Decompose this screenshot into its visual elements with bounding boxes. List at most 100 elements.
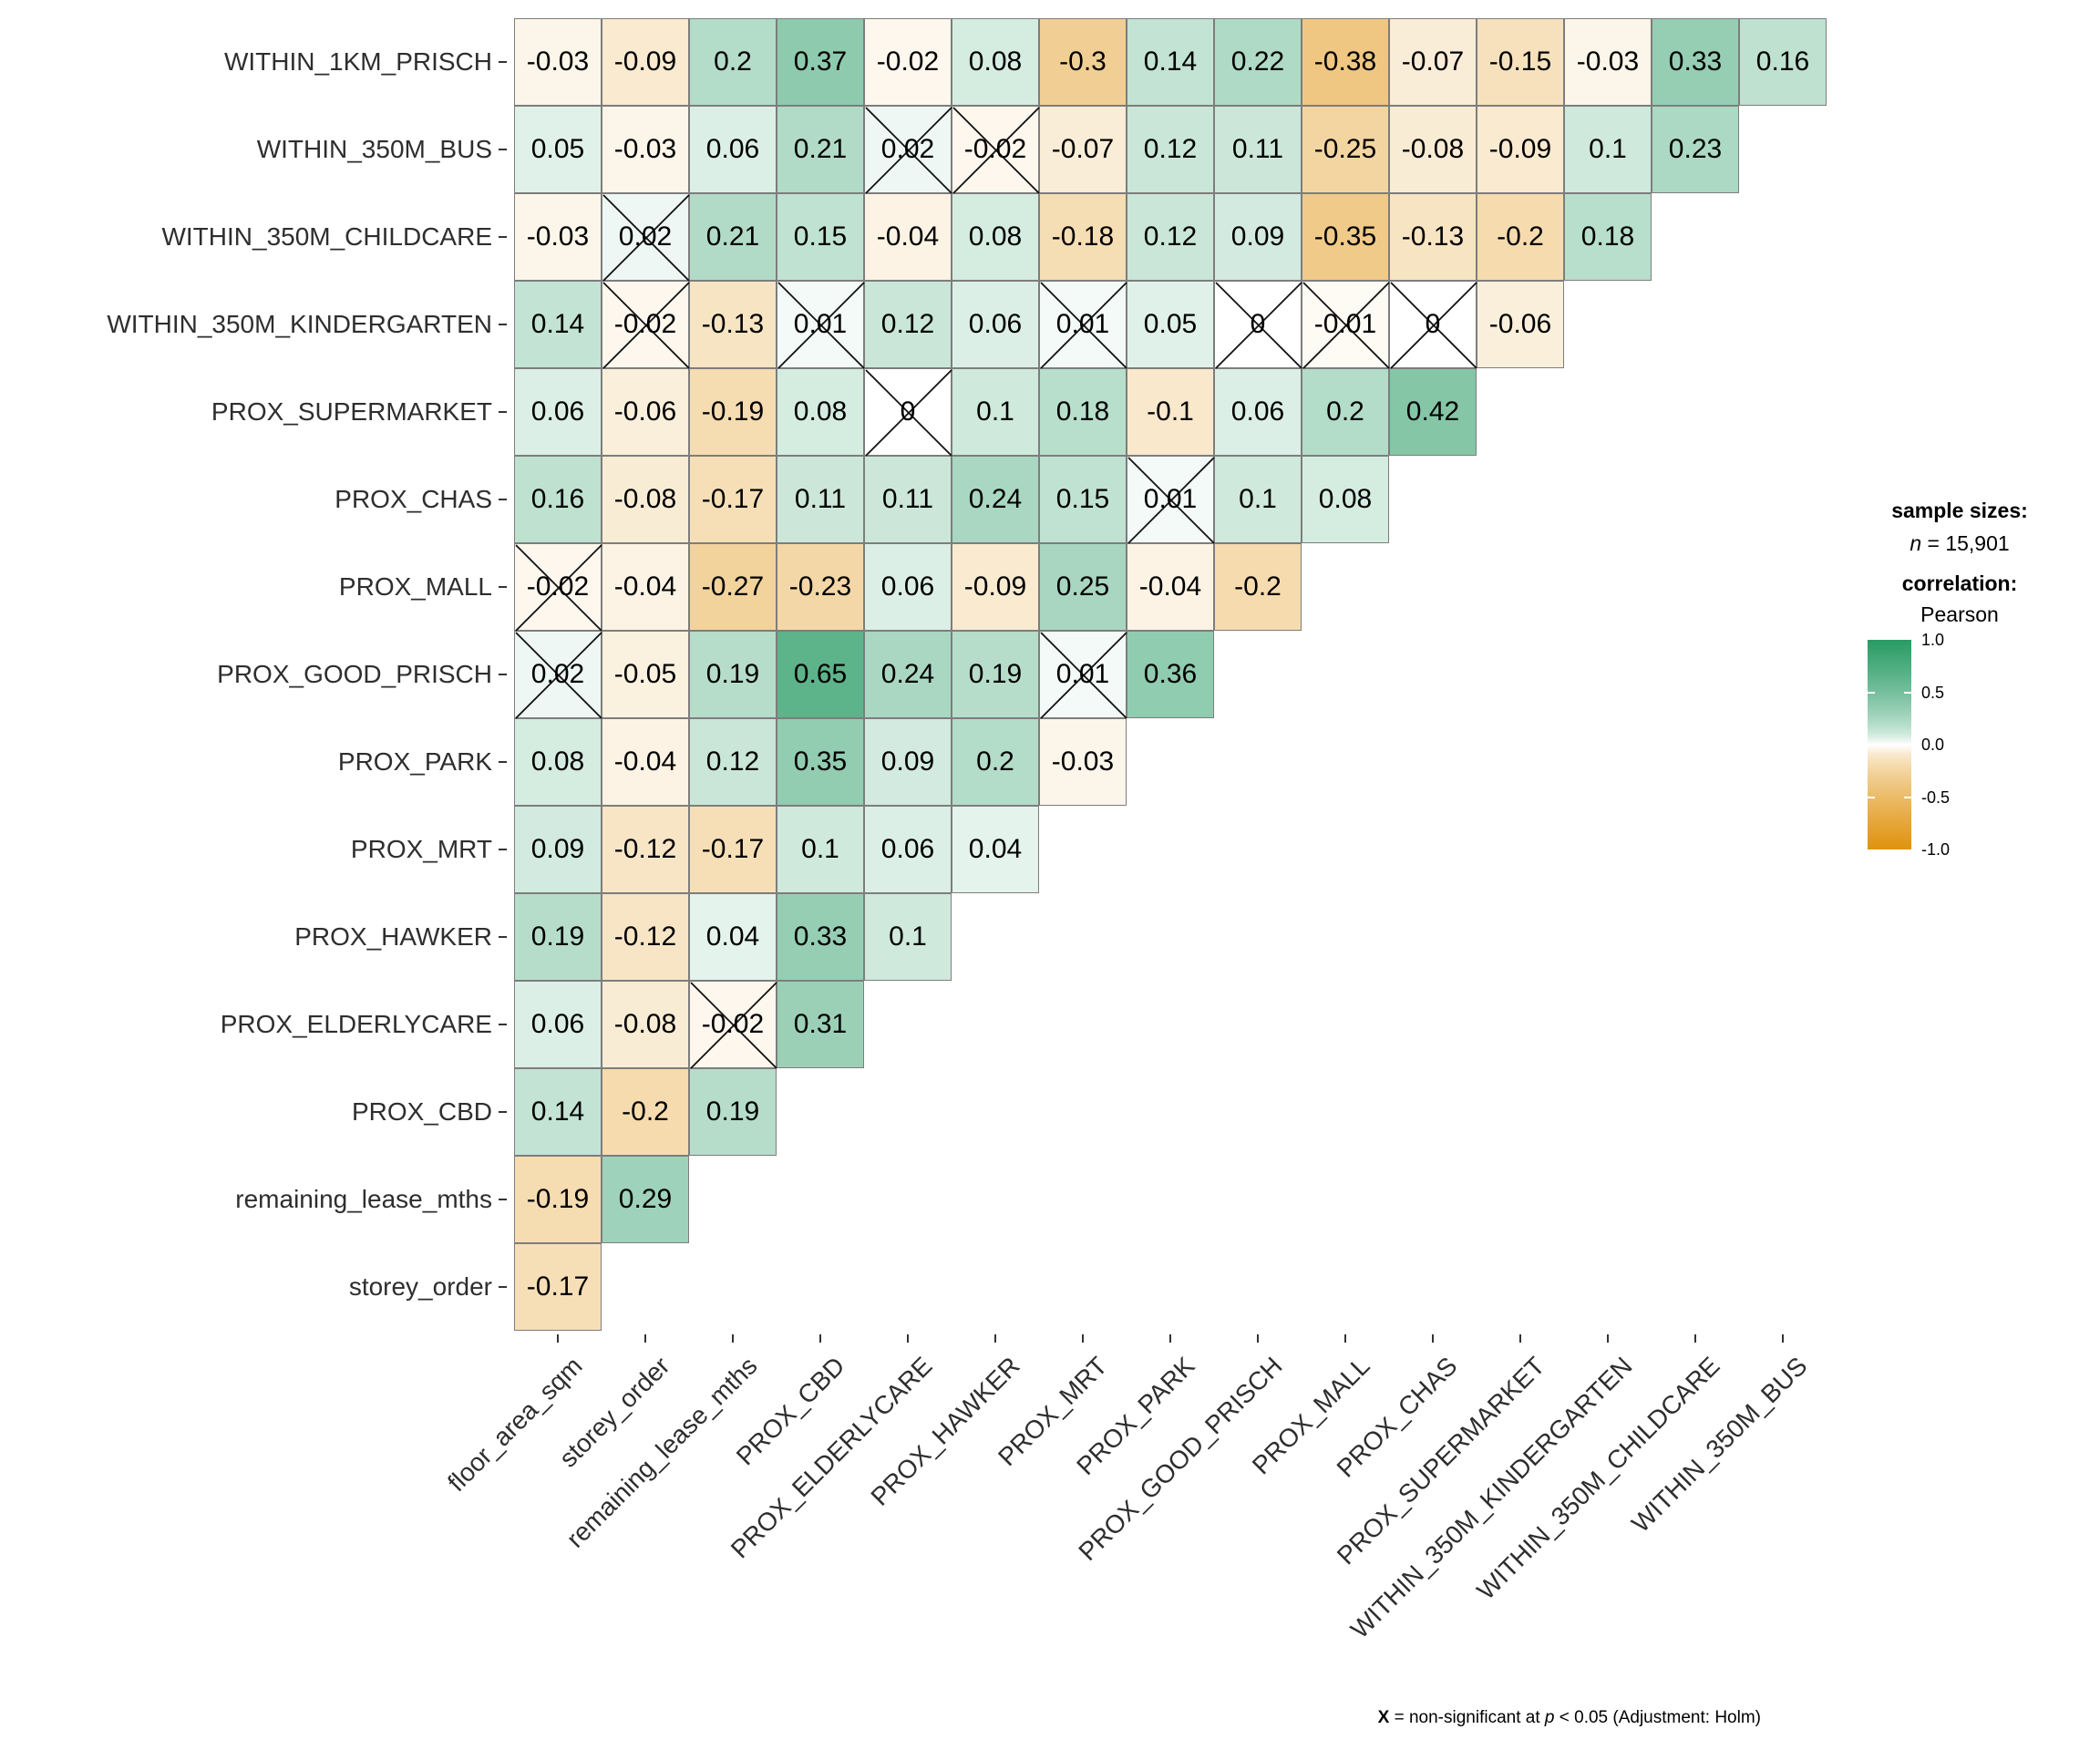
non-significant-x-icon [865, 107, 952, 194]
heatmap-cell: 0.18 [1564, 193, 1652, 281]
heatmap-cell: 0.01 [1127, 456, 1215, 544]
heatmap-cell: -0.23 [777, 543, 864, 631]
x-tick-mark [1344, 1334, 1346, 1343]
heatmap-cell: -0.02 [952, 106, 1040, 194]
cell-value: -0.08 [613, 484, 677, 514]
caption: X = non-significant at p < 0.05 (Adjustm… [1378, 1708, 1761, 1728]
cell-value: -0.15 [1488, 46, 1552, 77]
y-axis-label: PROX_CBD [351, 1097, 492, 1126]
colorbar-notch [1868, 691, 1875, 694]
heatmap-cell: 0.15 [777, 193, 864, 281]
legend: sample sizes: n = 15,901 correlation: Pe… [1841, 497, 2078, 898]
heatmap-cell: -0.08 [602, 981, 689, 1068]
y-tick-mark [499, 586, 507, 588]
heatmap-cell: 0.24 [952, 456, 1039, 543]
cell-value: 0.11 [1231, 134, 1284, 164]
cell-value: 0.08 [1318, 484, 1373, 514]
cell-value: 0.1 [1239, 484, 1277, 514]
cell-value: 0.31 [793, 1009, 848, 1039]
heatmap-cell: -0.2 [602, 1068, 689, 1156]
colorbar-tick-label: -0.5 [1921, 788, 1951, 807]
heatmap-cell: 0.18 [1039, 368, 1127, 456]
cell-value: -0.03 [1051, 746, 1115, 777]
x-tick-mark [994, 1334, 996, 1343]
heatmap-cell: -0.1 [1127, 368, 1214, 456]
heatmap-cell: -0.38 [1302, 18, 1389, 106]
heatmap-cell: 0.1 [864, 893, 952, 981]
cell-value: 0.25 [1055, 571, 1110, 602]
heatmap-cell: 0.09 [1214, 193, 1302, 281]
cell-value: -0.03 [526, 46, 590, 77]
heatmap-cell: 0.1 [1564, 106, 1652, 193]
colorbar-notch [1904, 691, 1911, 694]
heatmap-cell: -0.08 [1389, 106, 1477, 193]
heatmap-cell: 0.36 [1127, 631, 1214, 718]
heatmap-cell: -0.04 [602, 543, 689, 631]
heatmap-cell: 0 [1214, 281, 1302, 369]
y-tick-mark [499, 324, 507, 325]
heatmap-cell: 0.22 [1214, 18, 1302, 106]
x-tick-mark [1257, 1334, 1259, 1343]
heatmap-cell: 0.37 [777, 18, 864, 106]
caption-x-symbol: X [1377, 1708, 1390, 1727]
cell-value: 0 [1425, 309, 1441, 339]
y-axis-label: WITHIN_350M_KINDERGARTEN [107, 310, 492, 338]
heatmap-cell: 0.11 [777, 456, 864, 543]
heatmap-cell: 0.01 [777, 281, 865, 369]
y-axis-label: PROX_HAWKER [294, 922, 492, 951]
cell-value: -0.25 [1313, 134, 1377, 164]
heatmap-cell: 0.08 [952, 18, 1039, 106]
heatmap-cell: 0.24 [864, 631, 952, 718]
cell-value: 0.36 [1143, 659, 1198, 689]
y-tick-mark [499, 1199, 507, 1200]
legend-n-line: n = 15,901 [1841, 531, 2078, 556]
y-axis-label: PROX_GOOD_PRISCH [217, 660, 492, 688]
heatmap-cell: 0.06 [1214, 368, 1302, 456]
heatmap-cell: 0.16 [1739, 18, 1827, 106]
heatmap-cell: 0.02 [864, 106, 952, 194]
heatmap-cell: 0.06 [864, 543, 952, 631]
heatmap-cell: 0.21 [777, 106, 864, 193]
cell-value: -0.12 [613, 921, 677, 952]
cell-value: 0.08 [968, 46, 1023, 77]
cell-value: -0.19 [526, 1184, 590, 1214]
cell-value: 0.08 [793, 396, 848, 427]
heatmap-cell: -0.2 [1214, 543, 1302, 631]
heatmap-cell: -0.17 [689, 806, 777, 893]
non-significant-x-icon [602, 282, 690, 369]
cell-value: 0 [1250, 309, 1266, 339]
cell-value: -0.02 [963, 134, 1027, 164]
heatmap-cell: 0.04 [689, 893, 777, 981]
heatmap-cell: -0.06 [602, 368, 689, 456]
caption-text-mid: = non-significant at [1389, 1708, 1545, 1727]
cell-value: 0.06 [1230, 396, 1285, 427]
cell-value: 0.05 [1143, 309, 1198, 339]
cell-value: 0.06 [530, 396, 585, 427]
cell-value: 0.1 [976, 396, 1014, 427]
cell-value: -0.09 [613, 46, 677, 77]
cell-value: 0.06 [880, 834, 935, 864]
cell-value: 0.2 [714, 46, 752, 77]
x-tick-mark [732, 1334, 734, 1343]
cell-value: 0.1 [801, 834, 839, 864]
heatmap-cell: -0.04 [864, 193, 952, 281]
colorbar-notch [1904, 744, 1911, 746]
non-significant-x-icon [952, 107, 1040, 194]
non-significant-x-icon [1040, 632, 1127, 719]
heatmap-cell: -0.01 [1302, 281, 1390, 369]
y-tick-mark [499, 849, 507, 850]
heatmap-cell: 0.05 [1127, 281, 1214, 368]
cell-value: -0.19 [701, 396, 765, 427]
colorbar-tick-label: -1.0 [1921, 840, 1951, 859]
cell-value: 0.09 [880, 746, 935, 777]
heatmap-cell: 0.33 [777, 893, 864, 981]
non-significant-x-icon [515, 544, 602, 632]
cell-value: 0.19 [705, 1096, 760, 1127]
heatmap-cell: -0.06 [1477, 281, 1564, 368]
non-significant-x-icon [1302, 282, 1390, 369]
heatmap-cell: 0.12 [864, 281, 952, 368]
heatmap-cell: 0.06 [952, 281, 1039, 368]
heatmap-cell: 0.12 [1127, 193, 1214, 281]
cell-value: 0.11 [794, 484, 847, 514]
heatmap-cell: -0.08 [602, 456, 689, 543]
